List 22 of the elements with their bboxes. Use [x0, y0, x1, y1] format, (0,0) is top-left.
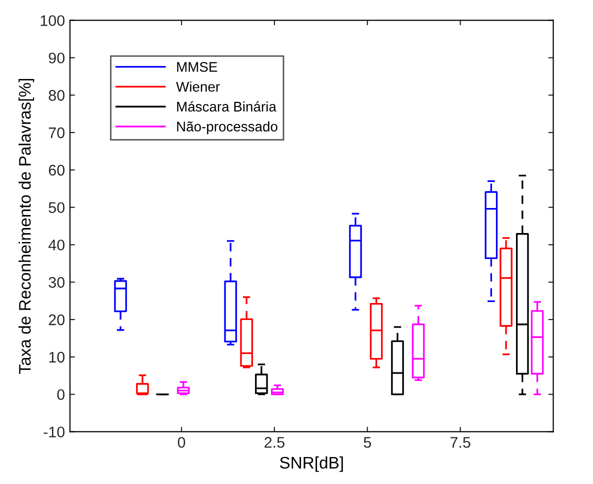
y-tick-label: 0 [57, 389, 65, 400]
legend-label: Não-processado [177, 121, 278, 134]
y-tick-label: 80 [48, 90, 65, 101]
y-tick-label: 40 [48, 240, 65, 250]
y-tick-label: 70 [48, 127, 65, 138]
legend-label: Wiener [176, 82, 220, 92]
legend-label: MMSE [177, 62, 218, 72]
y-tick-label: 90 [48, 52, 65, 64]
x-axis-title: SNR[dB] [280, 456, 343, 472]
legend-label: Máscara Binária [177, 101, 276, 112]
y-tick-label: 10 [49, 352, 65, 363]
x-tick-label: 7.5 [450, 437, 470, 448]
y-tick-label: -10 [44, 426, 65, 438]
y-tick-label: 20 [48, 314, 65, 326]
y-tick-label: 60 [48, 164, 65, 176]
y-tick-label: 100 [40, 15, 65, 26]
x-tick-label: 2.5 [264, 436, 284, 448]
x-tick-label: 0 [178, 436, 186, 448]
y-tick-label: 30 [48, 276, 65, 288]
y-tick-label: 50 [48, 202, 65, 214]
x-tick-label: 5 [364, 437, 371, 448]
y-axis-title: Taxa de Reconheimento de Palavras[%] [18, 78, 34, 374]
